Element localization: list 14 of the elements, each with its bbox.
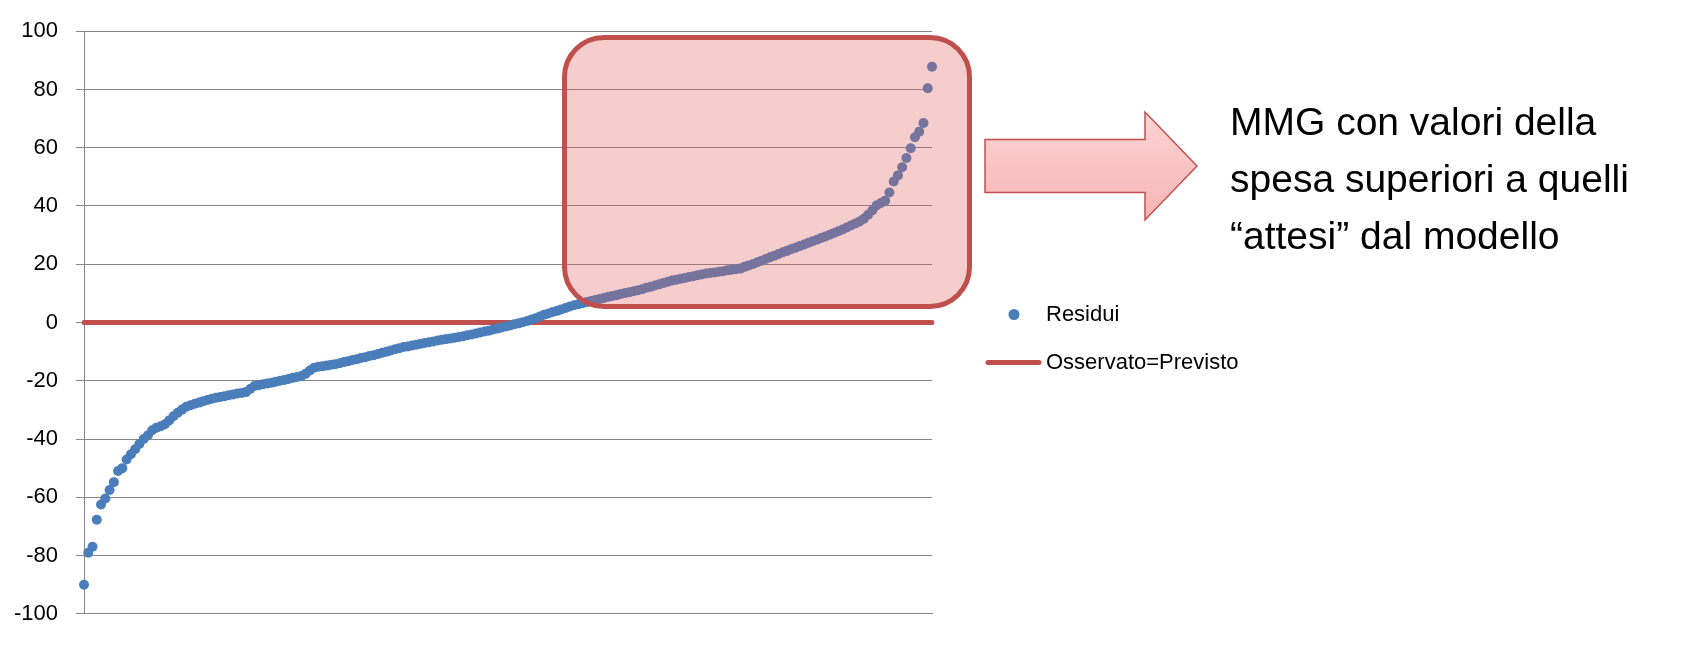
text: MMG con valori della spesa superiori a quelli “attesi” dal modello [1230, 99, 1630, 259]
y-tick-label: -80 [26, 541, 58, 567]
y-tick-label: -60 [26, 483, 58, 509]
y-tick-label: 80 [33, 75, 58, 101]
y-tick-label: -100 [13, 599, 58, 625]
y-tick-label: -40 [26, 425, 58, 451]
legend-label: Osservato=Previsto [1046, 348, 1239, 374]
y-tick-label: -20 [26, 366, 58, 392]
y-tick-label: 40 [33, 192, 58, 218]
y-tick-label: 100 [21, 17, 58, 43]
y-tick-label: 60 [33, 133, 58, 159]
y-tick-label: 20 [33, 250, 58, 276]
legend-label: Residui [1046, 300, 1120, 326]
y-tick-label: 0 [45, 308, 58, 334]
